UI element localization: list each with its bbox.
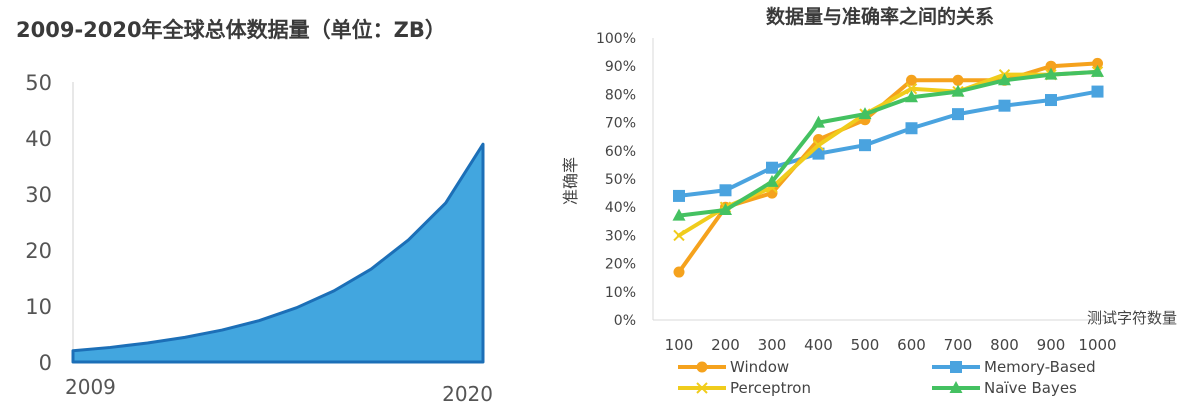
- legend-item: Memory-Based: [932, 358, 1096, 376]
- data-point: [673, 189, 685, 202]
- y-tick-label: 80%: [605, 87, 636, 103]
- data-point: [673, 266, 685, 278]
- data-point: [950, 361, 962, 373]
- series-line: [677, 69, 1100, 218]
- data-point: [859, 139, 871, 152]
- y-tick-label: 50: [25, 71, 52, 95]
- data-point: [952, 74, 964, 86]
- x-tick-label: 400: [804, 336, 833, 354]
- y-tick-label: 20%: [605, 257, 636, 273]
- x-tick-label: 300: [758, 336, 787, 354]
- data-point: [673, 229, 685, 242]
- y-tick-label: 40: [25, 127, 52, 151]
- y-tick-label: 40%: [605, 200, 636, 216]
- series-line: [677, 69, 1100, 238]
- data-point: [812, 147, 825, 160]
- legend-item: Window: [678, 358, 789, 376]
- y-tick-label: 100%: [596, 31, 636, 47]
- legend-label: Window: [730, 358, 789, 376]
- x-tick-label-start: 2009: [65, 375, 116, 399]
- x-tick-label: 600: [897, 336, 926, 354]
- line-chart: 0% 10% 20% 30% 40% 50% 60% 70% 80% 90% 100% 100 200 3…: [561, 31, 1177, 397]
- line-chart-title: 数据量与准确率之间的关系: [765, 6, 994, 28]
- y-tick-label: 10: [25, 295, 52, 319]
- x-tick-label: 1000: [1078, 336, 1116, 354]
- data-point: [765, 174, 779, 187]
- legend-label: Perceptron: [730, 379, 811, 397]
- area-chart: 0 10 20 30 40 50 2009 2020: [25, 71, 493, 406]
- data-point: [812, 115, 825, 128]
- legend-item: Naïve Bayes: [932, 379, 1077, 397]
- y-tick-label: 0: [39, 351, 52, 375]
- legend-label: Naïve Bayes: [984, 379, 1077, 397]
- data-point: [696, 361, 708, 373]
- data-point: [1045, 60, 1057, 72]
- data-point: [1045, 94, 1057, 107]
- series-perceptron: [673, 66, 1104, 242]
- x-tick-label: 500: [851, 336, 880, 354]
- x-tick-label: 800: [990, 336, 1019, 354]
- x-tick-label: 700: [944, 336, 973, 354]
- data-point: [672, 208, 686, 221]
- data-point: [1044, 67, 1058, 80]
- data-point: [719, 184, 732, 197]
- data-point: [905, 122, 918, 135]
- data-point: [949, 381, 963, 393]
- data-point: [1091, 85, 1104, 98]
- data-point: [1092, 57, 1103, 69]
- data-point: [766, 161, 778, 174]
- data-point: [906, 74, 917, 86]
- x-tick-label: 100: [665, 336, 694, 354]
- legend-label: Memory-Based: [984, 358, 1096, 376]
- data-point: [858, 107, 872, 120]
- data-point: [1091, 64, 1104, 77]
- y-tick-label: 50%: [605, 172, 636, 188]
- data-point: [719, 203, 732, 216]
- series-memory-based: [673, 85, 1104, 202]
- x-axis-title: 测试字符数量: [1087, 309, 1177, 327]
- data-point: [812, 139, 825, 151]
- series-window: [673, 57, 1103, 278]
- y-tick-label: 10%: [605, 285, 636, 301]
- y-tick-label: 60%: [605, 144, 636, 160]
- y-tick-label: 30%: [605, 228, 636, 244]
- y-tick-label: 70%: [605, 116, 636, 132]
- data-point: [998, 99, 1011, 112]
- y-axis-title: 准确率: [561, 157, 580, 205]
- data-point: [905, 83, 918, 95]
- data-point: [905, 90, 918, 103]
- area-chart-title: 2009-2020年全球总体数据量（单位：ZB）: [16, 18, 446, 42]
- data-point: [951, 84, 965, 97]
- data-point: [696, 382, 708, 394]
- x-tick-label: 900: [1037, 336, 1066, 354]
- series-line: [677, 61, 1100, 275]
- series-na-ve-bayes: [672, 64, 1104, 221]
- y-tick-label: 0%: [614, 313, 636, 329]
- x-tick-label: 200: [711, 336, 740, 354]
- y-tick-label: 20: [25, 239, 52, 263]
- y-tick-label: 30: [25, 183, 52, 207]
- y-tick-label: 90%: [605, 59, 636, 75]
- area-series: [71, 142, 485, 364]
- x-tick-label-end: 2020: [442, 382, 493, 406]
- legend-item: Perceptron: [678, 379, 811, 397]
- data-point: [998, 73, 1011, 86]
- series-line: [677, 89, 1100, 198]
- data-point: [952, 108, 964, 121]
